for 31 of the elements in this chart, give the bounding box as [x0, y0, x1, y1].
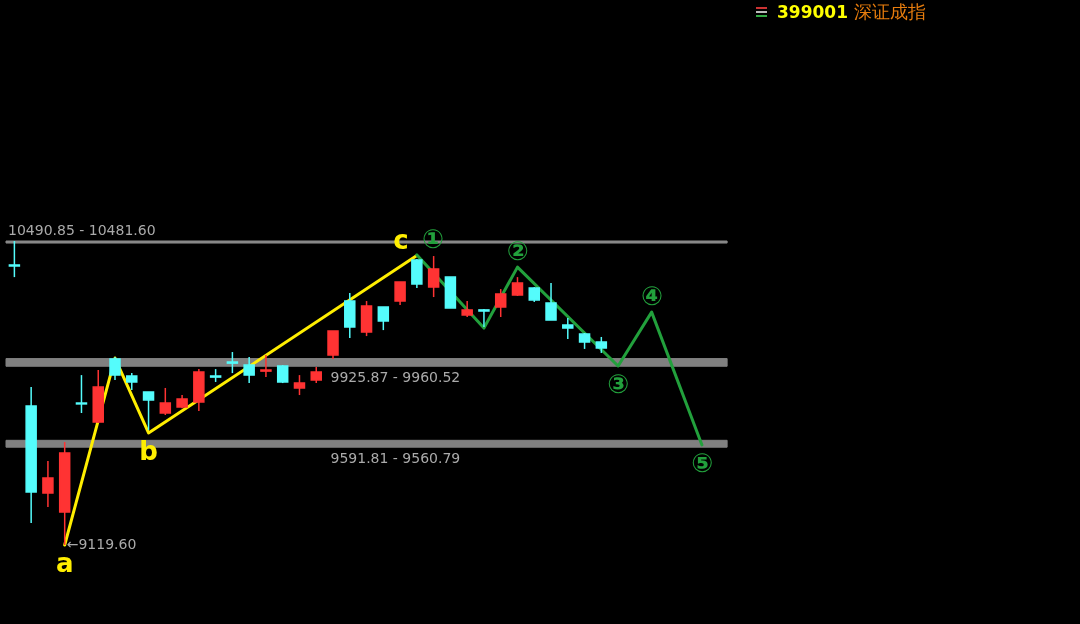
candlestick	[260, 354, 272, 378]
candlestick	[159, 387, 172, 416]
data-label: ②	[506, 236, 529, 267]
candlestick	[243, 356, 255, 384]
candlestick	[394, 281, 406, 306]
candlestick	[327, 330, 339, 360]
candlestick	[42, 460, 54, 508]
candlestick	[142, 391, 155, 431]
candlestick	[478, 308, 490, 328]
candlestick	[427, 255, 440, 298]
candlestick	[545, 282, 557, 321]
candlestick	[226, 351, 239, 374]
band-label: 9925.87 - 9960.52	[330, 369, 461, 386]
data-label: ④	[640, 281, 663, 312]
candlestick	[494, 288, 507, 318]
candlestick	[562, 317, 574, 340]
data-label: ③	[607, 369, 630, 399]
candlestick	[411, 258, 423, 289]
band-label: 9591.81 - 9560.79	[330, 450, 461, 467]
text: 深证成指	[853, 1, 926, 22]
candlestick	[293, 374, 306, 396]
candlestick	[109, 356, 121, 381]
candlestick	[377, 306, 390, 331]
candlestick	[75, 374, 88, 414]
data-label: b	[139, 435, 158, 466]
data-label: ⑤	[690, 447, 713, 478]
text: 399001	[777, 2, 848, 22]
data-label: c	[393, 224, 409, 255]
band-label: 10490.85 - 10481.60	[8, 222, 156, 238]
candlestick	[511, 276, 524, 297]
candlestick	[8, 240, 21, 278]
